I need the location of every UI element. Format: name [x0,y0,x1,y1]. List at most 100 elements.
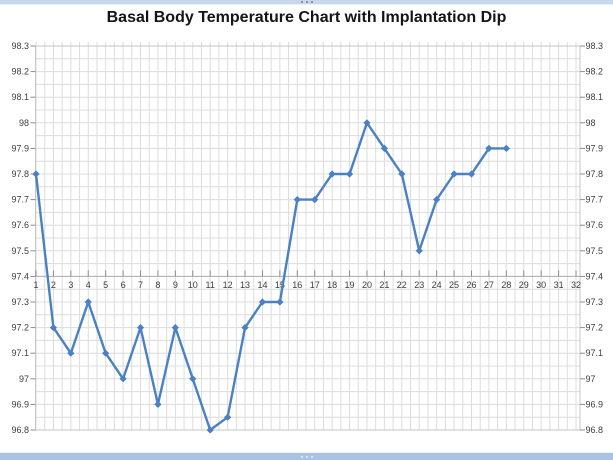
y-axis-label-left: 97.6 [11,220,29,230]
x-axis-label: 26 [466,280,476,290]
y-axis-label-left: 98.1 [11,92,29,102]
data-point-marker [136,324,145,332]
x-axis-label: 18 [327,280,337,290]
x-axis-label: 7 [138,280,143,290]
data-point-marker [84,298,92,306]
data-point-marker [189,375,197,383]
data-point-marker [502,144,510,152]
data-point-marker [398,170,406,178]
x-axis-label: 24 [432,280,442,290]
y-axis-label-left: 97 [19,374,29,384]
y-axis-label-right: 97.4 [586,271,604,281]
y-axis-label-left: 97.5 [11,246,29,256]
data-point-marker [380,144,388,152]
chart-title: Basal Body Temperature Chart with Implan… [106,9,507,26]
data-point-marker [241,324,249,332]
x-axis-label: 12 [223,280,233,290]
x-axis-label: 17 [310,280,320,290]
gridlines [35,42,580,431]
y-axis-label-left: 98.2 [11,67,29,77]
x-axis-label: 31 [554,280,564,290]
data-point-marker [450,170,458,178]
x-axis-label: 20 [362,280,372,290]
window-bottom-border [0,452,613,460]
y-axis-label-right: 97.8 [586,169,604,179]
data-point-marker [328,170,336,178]
y-axis-label-right: 97.6 [586,220,604,230]
y-axis-label-right: 97.9 [586,143,604,153]
data-point-marker [485,144,493,152]
x-axis-label: 4 [86,280,91,290]
y-axis-label-right: 98.2 [586,67,604,77]
data-point-marker [363,119,371,127]
y-axis-label-left: 97.8 [11,169,29,179]
y-axis-label-right: 96.8 [586,425,604,435]
data-point-marker [345,170,354,178]
x-axis-label: 23 [414,280,424,290]
data-point-marker [258,298,267,306]
x-axis-label: 8 [155,280,160,290]
data-point-marker [171,324,179,332]
x-axis-label: 1 [33,280,38,290]
data-point-marker [415,247,423,255]
x-axis-label: 30 [536,280,546,290]
data-point-marker [206,426,214,434]
y-axis-label-left: 96.9 [11,399,29,409]
x-axis-labels: 1 2 3 4 5 6 7 8 9 10 11 12 13 14 15 16 17 18 19 20 21 22 23 24 2… [33,280,581,290]
x-axis-label: 21 [379,280,389,290]
data-point-marker [433,196,441,204]
y-axis-label-right: 97.7 [586,195,604,205]
y-axis-label-left: 98.3 [11,41,29,51]
y-axis-label-right: 98.3 [586,41,604,51]
y-axis-label-right: 97 [586,374,596,384]
y-axis-label-left: 97.1 [11,348,29,358]
data-point-marker [32,170,40,178]
top-drag-handle-dots-icon[interactable] [300,0,313,4]
data-point-marker [49,324,58,332]
plot-border [35,45,581,431]
temperature-line [34,121,508,432]
data-point-markers [32,119,510,434]
y-axis-label-left: 97.3 [11,297,29,307]
x-axis-label: 3 [68,280,73,290]
x-axis-label: 16 [292,280,302,290]
x-axis-label: 9 [173,280,178,290]
x-axis-label: 14 [257,280,267,290]
data-point-marker [467,170,476,178]
x-axis-label: 27 [484,280,494,290]
y-axis-label-left: 98 [19,118,29,128]
y-axis-label-left: 97.2 [11,323,29,333]
y-axis-label-right: 97.5 [586,246,604,256]
x-axis-label: 29 [519,280,529,290]
x-axis-label: 28 [501,280,511,290]
x-axis-label: 19 [345,280,355,290]
y-axis-label-left: 97.7 [11,195,29,205]
x-axis-label: 25 [449,280,459,290]
y-axis-label-right: 98 [586,118,596,128]
x-axis-label: 32 [571,280,581,290]
data-point-marker [293,196,301,204]
data-point-marker [154,400,162,408]
x-axis-label: 2 [51,280,56,290]
x-axis-ticks [35,270,577,277]
y-axis-label-left: 96.8 [11,425,29,435]
y-axis-label-right: 98.1 [586,92,604,102]
x-axis-label: 15 [275,280,285,290]
data-point-marker [102,349,110,357]
data-point-marker [276,298,284,306]
x-axis-label: 13 [240,280,250,290]
x-axis-label: 22 [397,280,407,290]
y-axis-label-right: 97.1 [586,348,604,358]
y-axis-label-right: 97.3 [586,297,604,307]
data-point-marker [119,375,127,383]
y-axis-label-left: 97.9 [11,143,29,153]
window-top-border [0,0,613,5]
x-axis-label: 6 [121,280,126,290]
bottom-drag-handle-dots-icon[interactable] [300,453,313,460]
y-axis-label-left: 97.4 [11,271,29,281]
x-axis-label: 5 [103,280,108,290]
